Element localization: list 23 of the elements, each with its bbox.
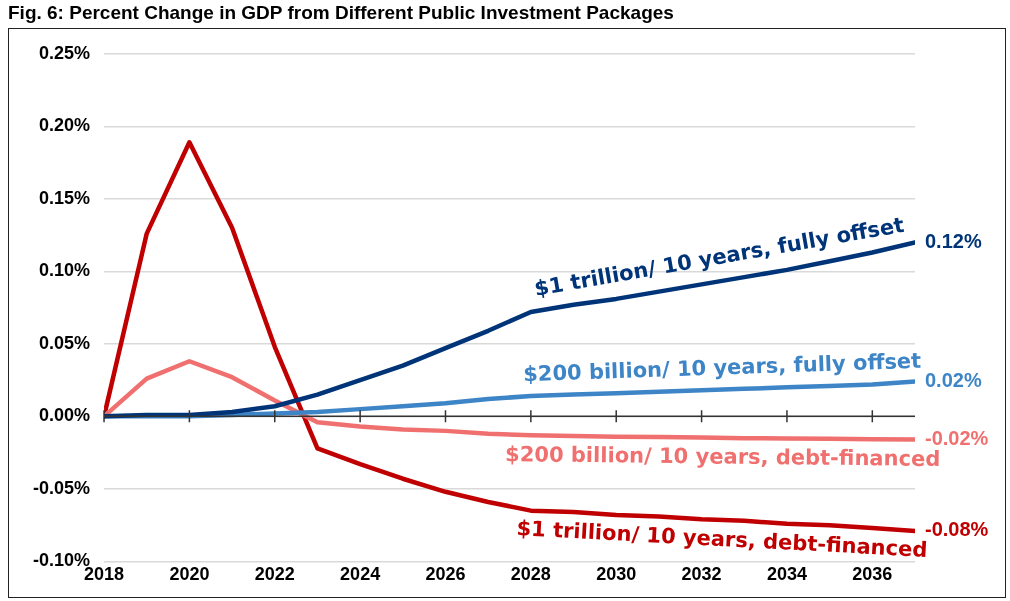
data-label: -0.02% — [925, 427, 989, 450]
x-tick-label: 2020 — [169, 564, 210, 585]
text: $1 trillion/ 10 years, fully offset — [532, 212, 906, 301]
chart-title: Fig. 6: Percent Change in GDP from Different Public Investment Packages — [7, 1, 675, 25]
data-label: 0.02% — [925, 369, 982, 392]
x-tick-label: 2030 — [596, 564, 637, 585]
y-tick-label: 0.10% — [38, 260, 91, 281]
x-tick-label: 2032 — [681, 564, 722, 585]
data-label: 0.12% — [925, 229, 982, 252]
y-tick-label: -0.05% — [32, 477, 91, 498]
y-tick-label: 0.05% — [38, 332, 91, 353]
x-tick-label: 2022 — [254, 564, 295, 585]
y-tick-label: 0.00% — [38, 405, 91, 426]
x-tick-label: 2036 — [852, 564, 893, 585]
x-tick-label: 2026 — [425, 564, 466, 585]
data-label: -0.08% — [925, 518, 989, 541]
series-label: $200 billion/ 10 years, fully offset — [522, 348, 922, 387]
x-tick-label: 2034 — [766, 564, 807, 585]
x-tick-label: 2024 — [340, 564, 381, 585]
y-tick-label: 0.15% — [38, 187, 91, 208]
x-tick-label: 2028 — [510, 564, 551, 585]
y-tick-label: 0.20% — [38, 115, 91, 136]
y-tick-label: 0.25% — [38, 42, 91, 63]
